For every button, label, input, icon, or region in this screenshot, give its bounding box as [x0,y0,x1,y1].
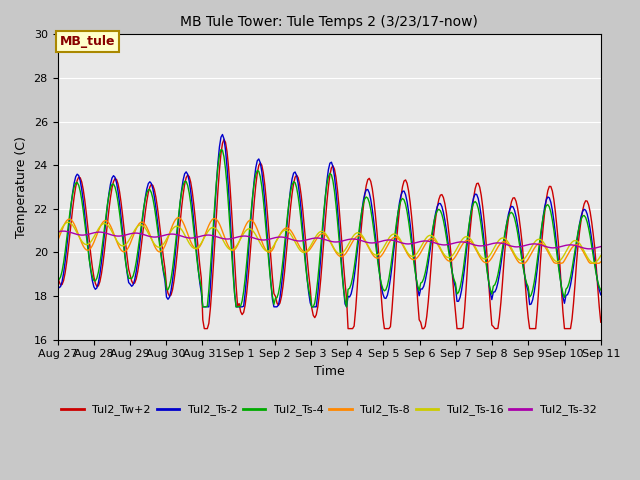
Legend: Tul2_Tw+2, Tul2_Ts-2, Tul2_Ts-4, Tul2_Ts-8, Tul2_Ts-16, Tul2_Ts-32: Tul2_Tw+2, Tul2_Ts-2, Tul2_Ts-4, Tul2_Ts… [57,400,602,420]
Title: MB Tule Tower: Tule Temps 2 (3/23/17-now): MB Tule Tower: Tule Temps 2 (3/23/17-now… [180,15,478,29]
Y-axis label: Temperature (C): Temperature (C) [15,136,28,238]
X-axis label: Time: Time [314,365,344,378]
Text: MB_tule: MB_tule [60,35,116,48]
